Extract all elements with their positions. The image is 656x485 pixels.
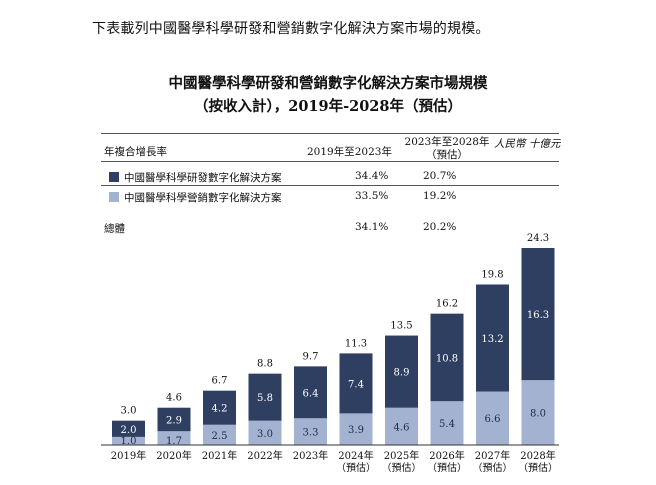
table-header-rule: [101, 161, 559, 162]
label-rd-0: 2.0: [121, 425, 137, 436]
label-mkt-7: 5.4: [439, 419, 455, 430]
label-mkt-9: 8.0: [530, 409, 546, 420]
label-rd-3: 5.8: [257, 393, 273, 404]
legend-label-rd: 中國醫學科學研發數字化解決方案: [124, 172, 282, 184]
bar-mkt-6: [385, 407, 418, 445]
table-row-rule: [101, 185, 559, 186]
label-total-5: 11.3: [345, 338, 367, 349]
x-tick-4: 2023年: [293, 449, 328, 462]
chart-title: 中國醫學科學研發和營銷數字化解決方案市場規模: [168, 75, 488, 92]
total-hist-cagr: 34.1%: [355, 221, 389, 233]
label-mkt-5: 3.9: [348, 425, 364, 436]
x-tick-8: 2027年: [475, 449, 510, 462]
rd-fore-cagr: 20.7%: [423, 170, 457, 182]
mkt-fore-cagr: 19.2%: [423, 190, 457, 202]
bar-rd-5: [339, 353, 373, 414]
bar-mkt-0: [112, 436, 145, 445]
bar-mkt-8: [476, 391, 509, 445]
x-subtick-7: （預估）: [427, 461, 467, 474]
label-total-7: 16.2: [436, 299, 458, 310]
label-rd-4: 6.4: [303, 388, 319, 399]
x-subtick-6: （預估）: [382, 461, 422, 474]
label-total-1: 4.6: [166, 393, 182, 404]
total-label: 總體: [104, 223, 125, 235]
bar-rd-0: [112, 420, 145, 437]
bar-mkt-4: [294, 418, 327, 445]
label-total-2: 6.7: [212, 376, 228, 387]
label-total-4: 9.7: [303, 351, 319, 362]
label-rd-5: 7.4: [348, 379, 364, 390]
label-rd-2: 4.2: [212, 404, 228, 415]
mkt-hist-cagr: 33.5%: [355, 190, 389, 202]
label-rd-9: 16.3: [527, 310, 549, 321]
label-rd-7: 10.8: [436, 353, 458, 364]
label-rd-8: 13.2: [481, 334, 503, 345]
x-subtick-5: （預估）: [336, 461, 376, 474]
forecast-period-note: （預估）: [426, 149, 468, 161]
label-mkt-4: 3.3: [303, 428, 319, 439]
label-total-0: 3.0: [121, 406, 137, 417]
x-subtick-9: （預估）: [518, 461, 558, 474]
bar-mkt-2: [203, 424, 236, 445]
total-fore-cagr: 20.2%: [423, 221, 457, 233]
rd-hist-cagr: 34.4%: [355, 170, 389, 182]
x-tick-9: 2028年: [520, 449, 555, 462]
chart-subtitle: （按收入計），2019年-2028年（預估）: [194, 98, 462, 115]
forecast-period-label: 2023年至2028年: [404, 136, 490, 148]
label-mkt-2: 2.5: [212, 431, 228, 442]
bar-rd-1: [157, 407, 191, 432]
bar-mkt-1: [157, 431, 191, 445]
legend-swatch-rd: [109, 172, 119, 182]
bar-mkt-5: [339, 413, 373, 445]
label-mkt-0: 1.0: [121, 436, 137, 447]
x-tick-3: 2022年: [247, 449, 282, 462]
bar-rd-2: [203, 390, 236, 425]
bar-mkt-3: [248, 420, 282, 445]
cagr-header: 年複合增長率: [104, 146, 167, 158]
bar-rd-8: [476, 284, 509, 392]
hist-period-header: 2019年至2023年: [307, 146, 392, 158]
label-mkt-8: 6.6: [485, 414, 501, 425]
bar-rd-3: [248, 373, 282, 421]
unit-label: 人民幣 十億元: [494, 138, 561, 150]
x-tick-7: 2026年: [429, 449, 464, 462]
x-tick-6: 2025年: [384, 449, 419, 462]
legend-swatch-mkt: [109, 192, 119, 202]
bar-mkt-7: [430, 401, 464, 445]
label-mkt-6: 4.6: [394, 422, 410, 433]
label-mkt-3: 3.0: [257, 429, 273, 440]
x-tick-2: 2021年: [202, 449, 237, 462]
label-rd-1: 2.9: [166, 415, 182, 426]
bar-rd-6: [385, 335, 418, 408]
table-top-rule: [101, 133, 559, 134]
intro-text: 下表載列中國醫學科學研發和營銷數字化解決方案市場的規模。: [92, 21, 490, 37]
x-tick-5: 2024年: [338, 449, 373, 462]
x-tick-1: 2020年: [156, 449, 191, 462]
label-total-8: 19.8: [481, 269, 503, 280]
label-rd-6: 8.9: [394, 368, 410, 379]
forecast-period-header: 2023年至2028年 （預估）: [397, 136, 497, 162]
label-mkt-1: 1.7: [166, 436, 182, 447]
label-total-6: 13.5: [390, 321, 412, 332]
bar-rd-4: [294, 366, 327, 419]
bar-rd-7: [430, 313, 464, 402]
x-subtick-8: （預估）: [473, 461, 513, 474]
label-total-9: 24.3: [527, 233, 549, 244]
label-total-3: 8.8: [257, 359, 273, 370]
bar-mkt-9: [521, 380, 555, 445]
legend-label-mkt: 中國醫學科學營銷數字化解決方案: [124, 192, 282, 204]
x-tick-0: 2019年: [111, 449, 146, 462]
bar-rd-9: [521, 248, 555, 381]
